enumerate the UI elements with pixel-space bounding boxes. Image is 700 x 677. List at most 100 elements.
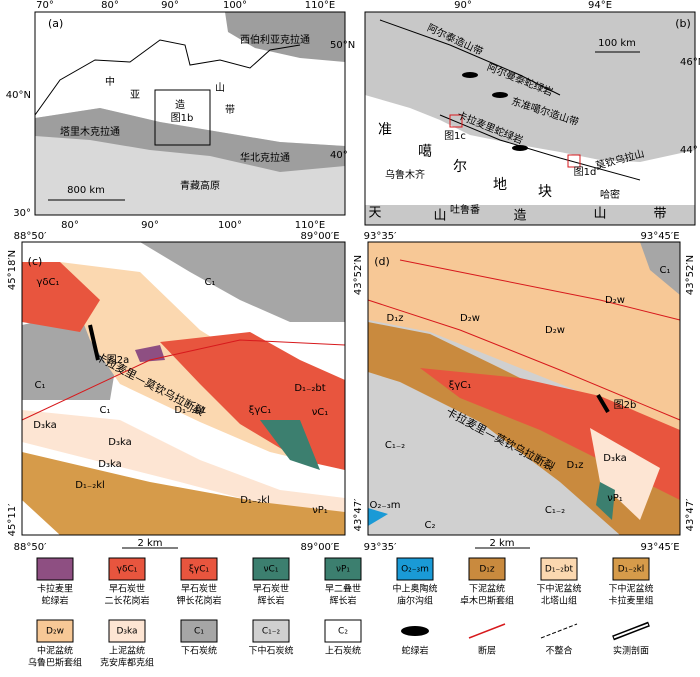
inset-box	[567, 154, 581, 168]
map-label: D₁₋₂kl	[75, 480, 105, 491]
map-label: 2 km	[137, 538, 162, 549]
tick-label: 45°11′	[7, 503, 18, 536]
legend-symbol: C₁	[194, 627, 204, 637]
map-label: 图2b	[614, 399, 637, 411]
tianshan	[365, 205, 695, 225]
craton-band	[35, 108, 345, 172]
map-label: γδC₁	[36, 277, 59, 288]
map-label: 西伯利亚克拉通	[240, 33, 310, 46]
legend-swatch	[252, 557, 290, 581]
tick-label: 43°52′N	[685, 255, 696, 295]
map-label: D₃ka	[603, 453, 626, 464]
legend-symbol: C₁₋₂	[262, 627, 281, 637]
legend-label: 卡拉麦里组	[608, 595, 653, 607]
legend-label: 早石炭世	[181, 583, 217, 595]
profile	[596, 393, 610, 414]
map-label: 图2a	[107, 354, 130, 366]
map-label: 2 km	[489, 538, 514, 549]
map-label: νC₁	[312, 407, 329, 418]
map-label: D₁₋₂bt	[174, 405, 205, 416]
map-label: C₁₋₂	[385, 440, 405, 451]
legend-symbol: D₂w	[46, 627, 64, 637]
legend-label: 中泥盆统	[37, 645, 73, 657]
legend-symbol: γδC₁	[117, 565, 138, 575]
tick-label: 44°	[680, 145, 698, 156]
legend-swatch	[468, 623, 506, 639]
map-label: 100 km	[598, 38, 636, 49]
legend-label: 早石炭世	[253, 583, 289, 595]
ophiolite	[462, 72, 478, 78]
legend-label: 下泥盆统	[469, 583, 505, 595]
tick-label: 45°18′N	[7, 250, 18, 290]
fault	[367, 299, 681, 421]
tick-label: 46°N	[680, 57, 700, 68]
map-label: 图1b	[171, 112, 194, 124]
legend-label: 断层	[478, 645, 496, 657]
tick-label: 93°45′E	[640, 542, 679, 553]
legend-label: 北塔山组	[541, 595, 577, 607]
inset-box	[449, 114, 463, 128]
legend-swatch	[401, 626, 429, 636]
map-label: 吐鲁番	[450, 203, 480, 216]
legend-symbol: ξγC₁	[189, 565, 210, 575]
map-label: (d)	[374, 255, 390, 268]
tick-label: 43°47′	[685, 498, 696, 531]
frame	[21, 241, 346, 536]
tick-label: 30°	[13, 208, 31, 219]
legend-symbol: C₂	[338, 627, 348, 637]
legend-symbol: O₂₋₃m	[401, 565, 429, 575]
legend-label: 下中石炭统	[248, 645, 293, 657]
ophiolite	[492, 92, 508, 98]
legend-label: 蛇绿岩	[401, 645, 428, 657]
legend-label: 克安库都克组	[100, 657, 154, 669]
legend-swatch	[612, 557, 650, 581]
tick-label: 50°N	[330, 40, 355, 51]
legend-swatch	[324, 619, 362, 643]
map-label: (c)	[28, 255, 43, 268]
map-label: D₃ka	[98, 459, 121, 470]
map-label: 山	[215, 82, 225, 94]
tick-label: 90°	[161, 0, 179, 11]
legend-swatch	[540, 557, 578, 581]
tick-label: 40°	[330, 150, 348, 161]
c1	[140, 242, 345, 322]
orogen-outline	[34, 39, 301, 116]
legend-swatch	[180, 557, 218, 581]
map-label: 带	[225, 104, 235, 116]
tick-label: 80°	[61, 220, 79, 231]
ophiolite	[512, 145, 528, 151]
legend-swatch	[540, 623, 578, 639]
map-label: 华北克拉通	[240, 151, 290, 164]
legend-swatch	[180, 619, 218, 643]
legend-label: 上泥盆统	[109, 645, 145, 657]
d3ka	[22, 410, 345, 512]
tick-label: 93°45′E	[640, 231, 679, 242]
legend-label: 蛇绿岩	[41, 595, 68, 607]
map-label: D₁z	[567, 460, 584, 471]
tick-label: 88°50′	[14, 231, 47, 242]
legend-swatch	[252, 619, 290, 643]
legend-label: 不整合	[545, 645, 572, 657]
ophiolite	[135, 345, 165, 362]
tick-label: 100°	[218, 220, 242, 231]
legend-label: 辉长岩	[329, 595, 356, 607]
panel-c	[21, 241, 346, 549]
inset-box	[154, 89, 211, 146]
map-label: 准	[378, 122, 392, 138]
basin	[365, 95, 695, 205]
legend-swatch	[396, 557, 434, 581]
tick-label: 89°00′E	[300, 231, 339, 242]
frame	[364, 11, 696, 226]
granite	[22, 262, 100, 332]
map-label: C₁	[35, 380, 46, 391]
map-label: D₂w	[545, 325, 565, 336]
tick-label: 90°	[454, 0, 472, 11]
gabbro	[596, 482, 615, 520]
map-label: C₁	[100, 405, 111, 416]
legend-symbol: νP₁	[336, 565, 350, 575]
legend-label: 下石炭统	[181, 645, 217, 657]
legend-label: 辉长岩	[257, 595, 284, 607]
frame	[34, 11, 346, 216]
